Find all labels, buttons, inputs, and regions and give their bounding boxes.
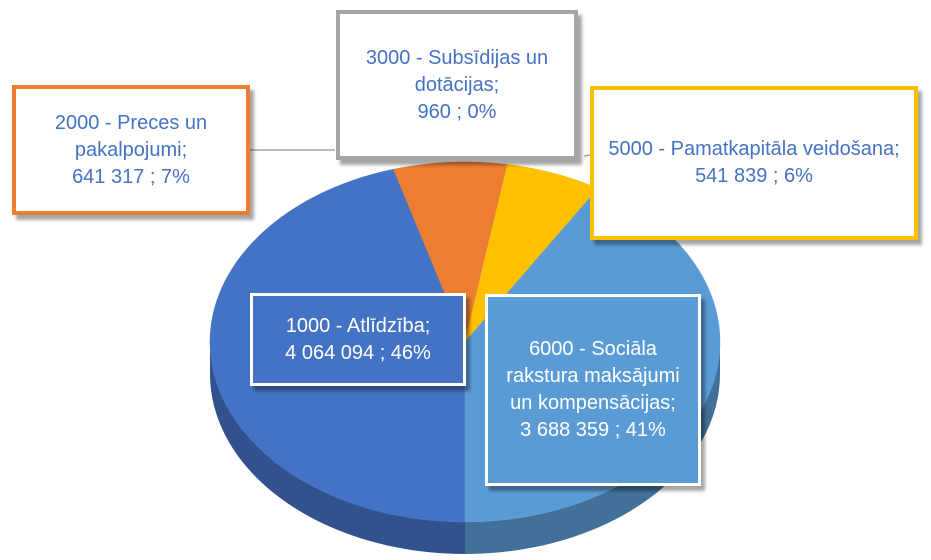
label-category: 1000 - Atlīdzība; <box>285 314 431 337</box>
data-label: 5000 - Pamatkapitāla veidošana; 541 839 ;… <box>590 86 918 240</box>
data-label: 1000 - Atlīdzība; 4 064 094 ; 46% <box>250 293 466 386</box>
data-label: 3000 - Subsīdijas un dotācijas; 960 ; 0% <box>336 10 578 160</box>
label-category: 5000 - Pamatkapitāla veidošana; <box>608 138 900 160</box>
slice-side <box>210 342 465 554</box>
label-category: 6000 - Sociāla rakstura maksājumi un kom… <box>506 338 680 414</box>
label-category: 2000 - Preces un pakalpojumi; <box>54 111 208 161</box>
slice <box>393 161 508 343</box>
label-value: 541 839 ; 6% <box>695 165 813 187</box>
data-label: 6000 - Sociāla rakstura maksājumi un kom… <box>485 294 701 486</box>
label-value: 960 ; 0% <box>417 100 497 123</box>
data-label: 2000 - Preces un pakalpojumi; 641 317 ; 7… <box>12 85 250 215</box>
label-value: 641 317 ; 7% <box>72 165 190 188</box>
label-value: 4 064 094 ; 46% <box>285 341 431 364</box>
label-value: 3 688 359 ; 41% <box>520 419 666 441</box>
label-category: 3000 - Subsīdijas un dotācijas; <box>365 46 549 96</box>
slice-side <box>465 342 720 554</box>
